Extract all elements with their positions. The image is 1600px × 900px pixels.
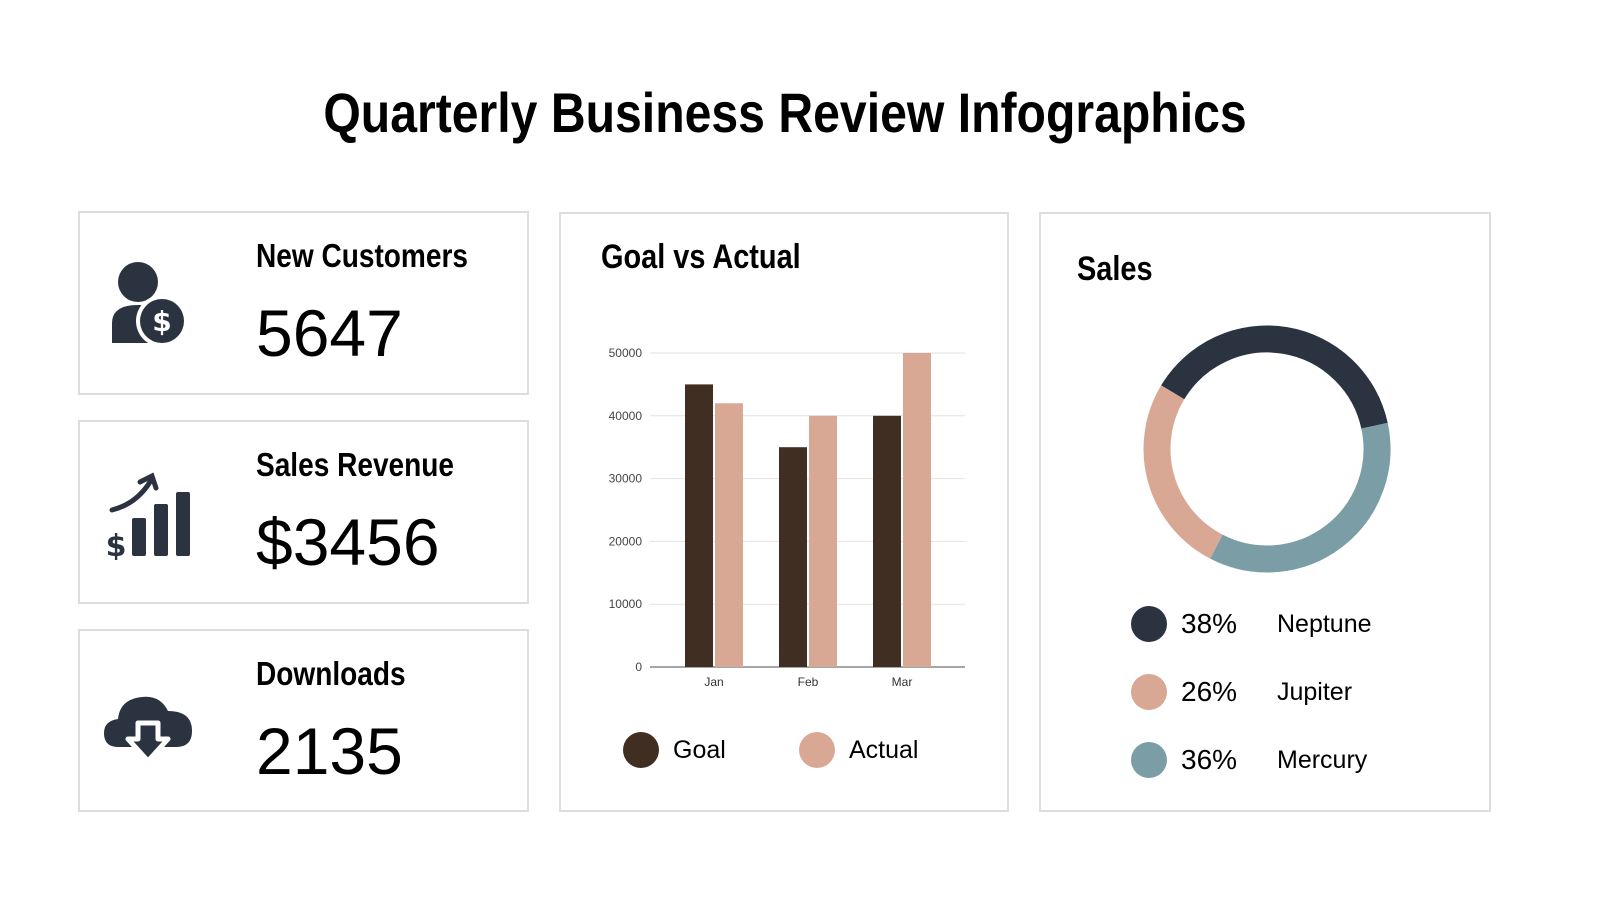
- y-tick-label: 50000: [609, 346, 643, 360]
- chart-title: Goal vs Actual: [601, 238, 801, 276]
- legend-swatch: [1131, 742, 1167, 778]
- legend-actual: Actual: [799, 732, 918, 768]
- slice-mercury: [1210, 422, 1391, 573]
- slice-neptune: [1161, 325, 1388, 429]
- bar-chart: 0 10000 20000 30000 40000 50000 Jan Feb Mar: [609, 346, 965, 689]
- legend-label: Actual: [849, 735, 919, 764]
- revenue-growth-icon: $: [106, 472, 190, 560]
- page-title: Quarterly Business Review Infographics: [323, 81, 1247, 144]
- kpi-card-new-customers: $ New Customers 5647: [78, 211, 529, 395]
- legend-swatch: [1131, 674, 1167, 710]
- bar-actual-mar: [903, 353, 931, 667]
- x-tick-label: Mar: [892, 675, 913, 689]
- donut-chart: [1143, 325, 1391, 573]
- bar-goal-mar: [873, 415, 901, 667]
- svg-text:$: $: [106, 529, 127, 560]
- legend-neptune: 38% Neptune: [1131, 606, 1372, 642]
- y-tick-label: 0: [635, 660, 642, 674]
- legend-swatch: [623, 732, 659, 768]
- bar-goal-feb: [779, 447, 807, 667]
- kpi-label: New Customers: [256, 237, 468, 274]
- kpi-card-downloads: Downloads 2135: [78, 629, 529, 812]
- x-tick-label: Feb: [798, 675, 819, 689]
- legend-goal: Goal: [623, 732, 726, 768]
- bar-actual-feb: [809, 415, 837, 667]
- goal-vs-actual-card: Goal vs Actual 0 10000 20000 30000 40000 5000…: [559, 212, 1009, 812]
- svg-text:$: $: [152, 305, 171, 338]
- bar-actual-jan: [715, 403, 743, 667]
- sales-card: Sales 38% Neptune 26% Jupiter 36% Mercury: [1039, 212, 1491, 812]
- slice-jupiter: [1143, 385, 1223, 559]
- bar-goal-jan: [685, 384, 713, 667]
- cloud-download-icon: [104, 696, 192, 764]
- x-tick-label: Jan: [704, 675, 723, 689]
- chart-title: Sales: [1077, 250, 1153, 288]
- legend-label: Jupiter: [1277, 677, 1353, 706]
- legend-label: Goal: [673, 735, 726, 764]
- legend-mercury: 36% Mercury: [1131, 742, 1367, 778]
- legend-percent: 26%: [1181, 676, 1238, 707]
- kpi-label: Downloads: [256, 655, 406, 692]
- y-tick-label: 40000: [609, 409, 643, 423]
- kpi-value: 2135: [256, 714, 403, 788]
- y-tick-label: 10000: [609, 597, 643, 611]
- y-tick-label: 20000: [609, 534, 643, 548]
- legend-swatch: [799, 732, 835, 768]
- legend-percent: 36%: [1181, 744, 1238, 775]
- legend-label: Neptune: [1277, 609, 1372, 638]
- legend-label: Mercury: [1277, 745, 1368, 774]
- kpi-card-sales-revenue: $ Sales Revenue $3456: [78, 420, 529, 604]
- y-tick-label: 30000: [609, 472, 643, 486]
- legend-swatch: [1131, 606, 1167, 642]
- kpi-value: 5647: [256, 296, 403, 370]
- legend-jupiter: 26% Jupiter: [1131, 674, 1352, 710]
- legend-percent: 38%: [1181, 608, 1238, 639]
- kpi-value: $3456: [256, 505, 440, 579]
- kpi-label: Sales Revenue: [256, 446, 455, 483]
- customer-dollar-icon: $: [112, 262, 188, 347]
